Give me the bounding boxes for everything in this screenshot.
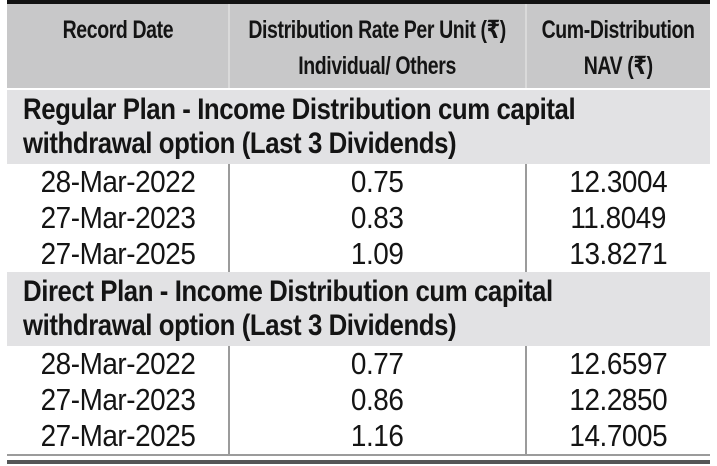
record-date-cell: 28-Mar-2022	[40, 346, 195, 381]
table-row: 27-Mar-2025 1.09 13.8271	[7, 236, 710, 272]
rate-cell: 1.16	[228, 418, 525, 454]
section-header-regular-plan: Regular Plan - Income Distribution cum c…	[7, 90, 710, 164]
rate-cell: 0.75	[228, 164, 525, 200]
nav-cell: 12.3004	[525, 164, 710, 200]
table-bottom-border	[7, 460, 710, 464]
table-row: 28-Mar-2022 0.75 12.3004	[7, 164, 710, 200]
record-date-cell: 28-Mar-2022	[40, 164, 195, 199]
rate-cell: 0.77	[228, 346, 525, 382]
record-date-label: Record Date	[62, 16, 173, 44]
table-top-border	[7, 0, 710, 4]
rate-cell: 0.86	[228, 382, 525, 418]
nav-cell: 11.8049	[525, 200, 710, 236]
column-header-record-date: Record Date	[7, 4, 228, 88]
record-date-cell: 27-Mar-2023	[40, 382, 195, 417]
nav-cell: 12.2850	[525, 382, 710, 418]
table-row: 28-Mar-2022 0.77 12.6597	[7, 346, 710, 382]
table-row: 27-Mar-2025 1.16 14.7005	[7, 418, 710, 454]
section-title-line: Regular Plan - Income Distribution cum c…	[23, 93, 576, 126]
rate-cell: 1.09	[228, 236, 525, 272]
section-title-line: Direct Plan - Income Distribution cum ca…	[23, 275, 553, 308]
dividend-history-table: Record Date Distribution Rate Per Unit (…	[7, 0, 710, 464]
record-date-cell: 27-Mar-2025	[40, 236, 195, 271]
column-header-distribution-rate: Distribution Rate Per Unit (₹) Individua…	[228, 4, 525, 88]
table-bottom-gap	[7, 456, 710, 460]
record-date-cell: 27-Mar-2023	[40, 200, 195, 235]
cum-distribution-label: Cum-Distribution	[542, 16, 696, 44]
nav-cell: 12.6597	[525, 346, 710, 382]
rate-cell: 0.83	[228, 200, 525, 236]
table-header-row: Record Date Distribution Rate Per Unit (…	[7, 4, 710, 90]
nav-cell: 14.7005	[525, 418, 710, 454]
distribution-rate-label: Distribution Rate Per Unit (₹)	[248, 16, 507, 44]
section-title-line: withdrawal option (Last 3 Dividends)	[23, 127, 457, 160]
nav-cell: 13.8271	[525, 236, 710, 272]
nav-label: NAV (₹)	[584, 52, 653, 80]
section-header-direct-plan: Direct Plan - Income Distribution cum ca…	[7, 272, 710, 346]
table-row: 27-Mar-2023 0.86 12.2850	[7, 382, 710, 418]
individual-others-label: Individual/ Others	[298, 52, 457, 80]
table-row: 27-Mar-2023 0.83 11.8049	[7, 200, 710, 236]
section-title-line: withdrawal option (Last 3 Dividends)	[23, 309, 457, 342]
table-bottom-thin-rule	[7, 454, 710, 456]
column-header-cum-distribution-nav: Cum-Distribution NAV (₹)	[525, 4, 710, 88]
record-date-cell: 27-Mar-2025	[40, 418, 195, 453]
